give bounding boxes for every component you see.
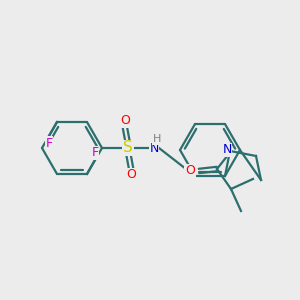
Text: F: F	[45, 136, 52, 149]
Text: O: O	[185, 164, 195, 178]
Text: H: H	[153, 134, 161, 144]
Text: F: F	[92, 146, 99, 160]
Text: S: S	[123, 140, 133, 155]
Text: N: N	[149, 142, 159, 154]
Text: O: O	[126, 169, 136, 182]
Text: O: O	[120, 115, 130, 128]
Text: N: N	[222, 143, 232, 157]
